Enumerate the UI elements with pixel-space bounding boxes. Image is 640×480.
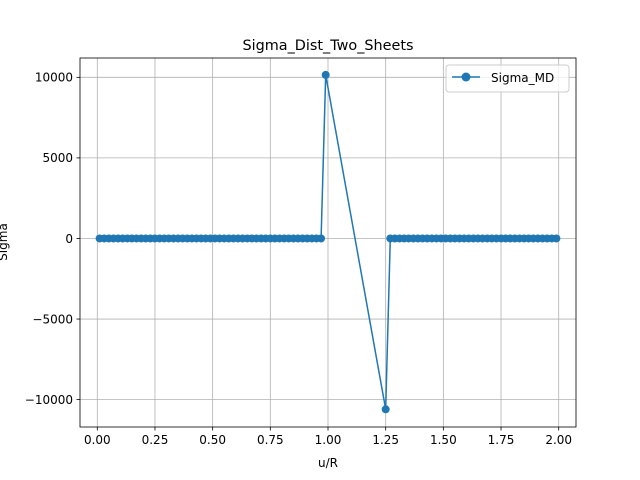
y-tick-label: 5000 [42,151,73,165]
legend: Sigma_MD [445,64,570,93]
legend-label-sigma-md: Sigma_MD [491,71,554,85]
x-tick-label: 1.50 [430,433,457,447]
y-tick-label: 10000 [35,71,73,85]
x-tick-label: 0.00 [84,433,111,447]
x-axis-label: u/R [318,456,338,470]
y-axis-label: Sigma [0,223,10,261]
x-tick-label: 1.00 [315,433,342,447]
series-layer [95,70,561,414]
y-tick-label: −10000 [25,393,73,407]
data-point-sigma-md [552,234,561,243]
x-tick-label: 2.00 [545,433,572,447]
y-axis-ticks: −10000 −5000 0 5000 10000 [25,71,80,407]
data-point-sigma-md [317,234,326,243]
plot-area: 0.00 0.25 0.50 0.75 1.00 1.25 1.50 1.75 2.00 −10… [25,57,577,447]
y-tick-label: 0 [65,232,73,246]
x-tick-label: 1.75 [488,433,515,447]
grid [80,58,576,427]
x-axis-ticks: 0.00 0.25 0.50 0.75 1.00 1.25 1.50 1.75 2.00 [84,427,572,447]
y-tick-label: −5000 [32,312,73,326]
chart-title: Sigma_Dist_Two_Sheets [243,38,414,54]
x-tick-label: 0.50 [199,433,226,447]
data-point-sigma-md [321,70,330,79]
x-tick-label: 0.75 [257,433,284,447]
x-tick-label: 0.25 [142,433,169,447]
data-point-sigma-md [381,405,390,414]
legend-marker-sigma-md [461,72,471,82]
x-tick-label: 1.25 [372,433,399,447]
legend-box [445,64,570,93]
